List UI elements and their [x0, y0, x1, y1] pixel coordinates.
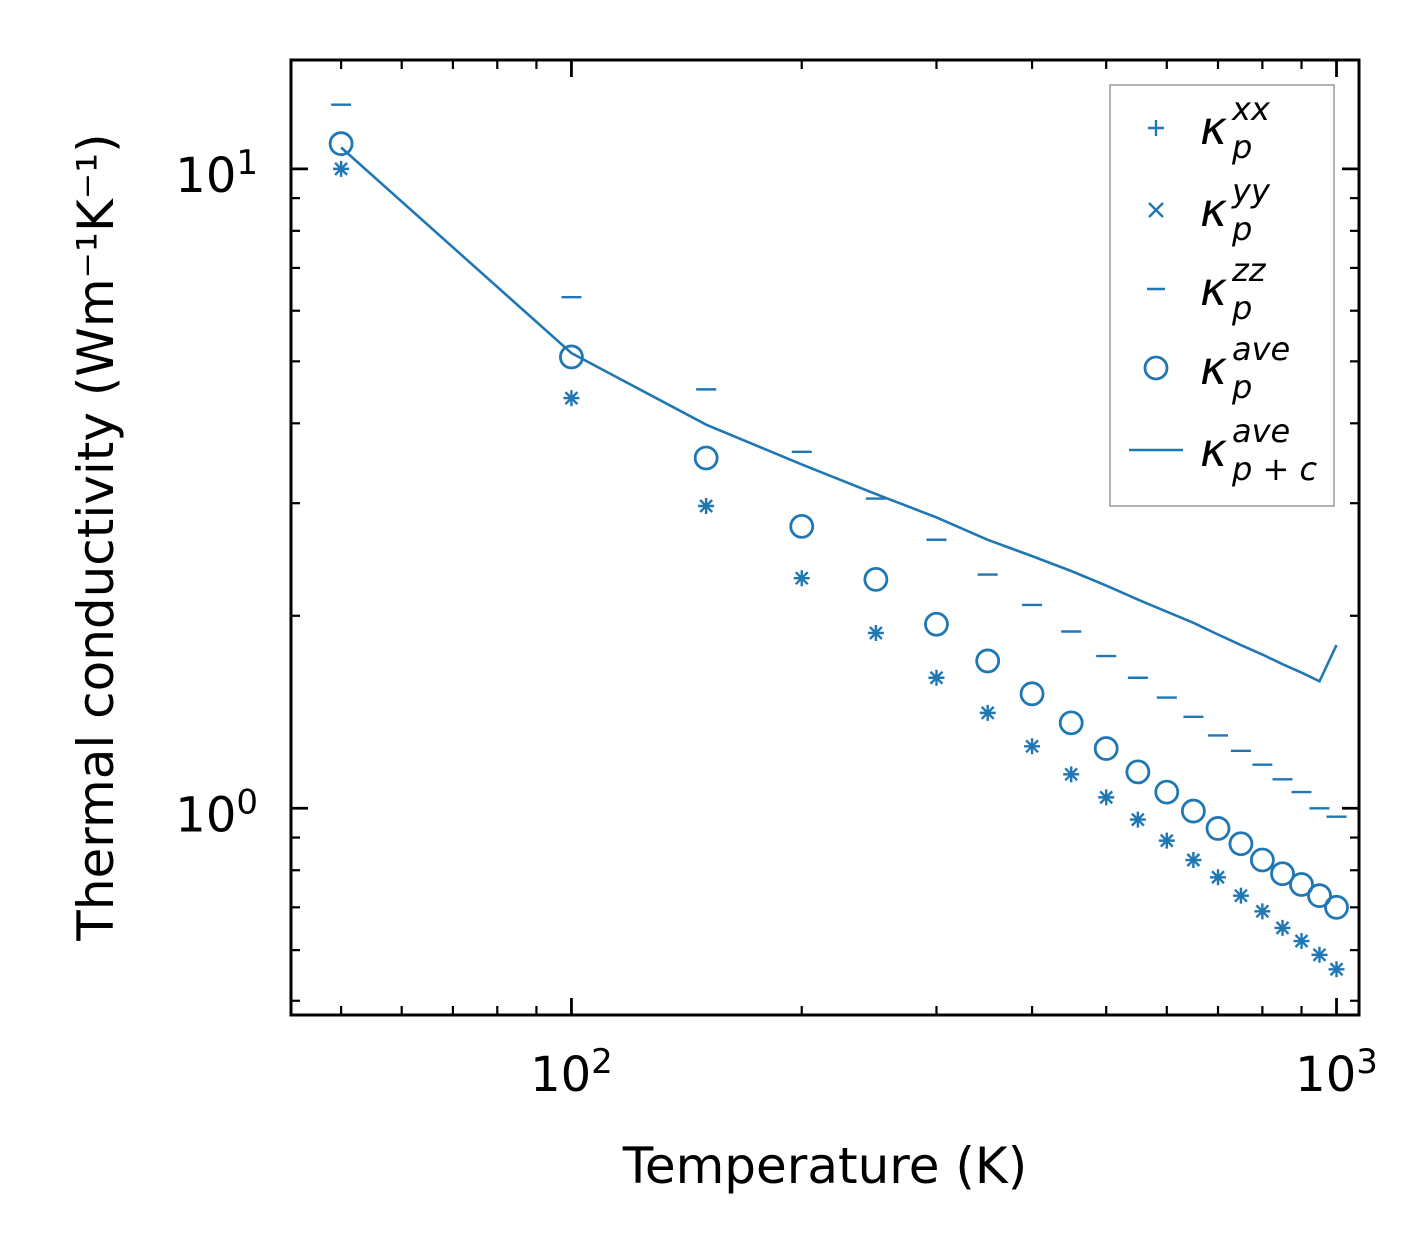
point-kyy [1159, 833, 1174, 848]
point-kyy [1131, 812, 1145, 827]
point-kave [789, 513, 815, 539]
point-kyy [564, 391, 579, 405]
point-kyy [794, 571, 809, 586]
series-kzz [331, 103, 1347, 818]
point-kave [559, 344, 584, 370]
series-kave [328, 131, 1349, 920]
tick-labels: 102 103 100 101 [175, 143, 1378, 1103]
legend-label-kyy: κ yy p [1200, 172, 1271, 248]
point-kyy [1025, 739, 1039, 754]
point-kyy [1329, 962, 1344, 977]
point-kyy [1255, 904, 1270, 919]
point-kave [693, 445, 719, 471]
series-kyy [334, 162, 1344, 977]
point-kyy [699, 499, 714, 513]
point-kave [1093, 736, 1119, 761]
legend-label-kzz: κ zz p [1200, 251, 1267, 327]
point-kave [1249, 847, 1275, 873]
point-kyy [1312, 947, 1327, 962]
data-marks [328, 103, 1349, 978]
point-kyy [1294, 934, 1309, 948]
x-tick-label: 102 [530, 1042, 613, 1103]
point-kave [1019, 681, 1045, 707]
point-kave [1154, 779, 1180, 805]
major-ticks [291, 60, 1359, 1015]
point-kyy [1186, 853, 1201, 867]
point-kave [1180, 798, 1206, 824]
point-kave [328, 131, 354, 157]
legend-marker-kave [1143, 355, 1169, 381]
point-kave [863, 567, 889, 592]
point-kave [1270, 861, 1295, 887]
legend: κ xx pκ yy pκ zz pκ ave pκ ave p + c [1109, 84, 1335, 507]
legend-label-kxx: κ xx p [1200, 90, 1271, 166]
point-kyy [1064, 767, 1079, 782]
point-kyy [869, 626, 883, 640]
point-kyy [980, 706, 995, 720]
point-kave [1125, 759, 1151, 785]
point-kave [975, 648, 1001, 674]
legend-frame [1109, 84, 1335, 507]
plot-frame [289, 58, 1361, 1017]
x-tick-label: 103 [1295, 1042, 1378, 1103]
point-kyy [334, 162, 348, 176]
point-kave [924, 611, 949, 637]
y-axis-title: Thermal conductivity (Wm⁻¹K⁻¹) [67, 133, 125, 941]
point-kyy [1211, 870, 1225, 885]
point-kave [1058, 710, 1084, 736]
point-kyy [1275, 921, 1290, 935]
point-kave [1205, 816, 1231, 841]
legend-label-kave_pc: κ ave p + c [1200, 412, 1317, 488]
point-kave [1228, 831, 1254, 857]
point-kave [1307, 883, 1332, 909]
y-tick-label: 100 [175, 782, 258, 843]
legend-label-kave: κ ave p [1200, 330, 1290, 406]
point-kyy [1234, 888, 1248, 903]
point-kave [1289, 872, 1314, 897]
x-axis-title: Temperature (K) [622, 1137, 1027, 1195]
y-tick-label: 101 [175, 143, 258, 204]
point-kave [1324, 894, 1349, 920]
series-kave_pc [340, 146, 1338, 684]
legend-marker-kxx [1148, 120, 1164, 136]
series-line-kave_pc [340, 146, 1338, 684]
point-kyy [1099, 790, 1114, 805]
point-kyy [929, 670, 944, 685]
legend-marker-kyy [1148, 202, 1164, 218]
